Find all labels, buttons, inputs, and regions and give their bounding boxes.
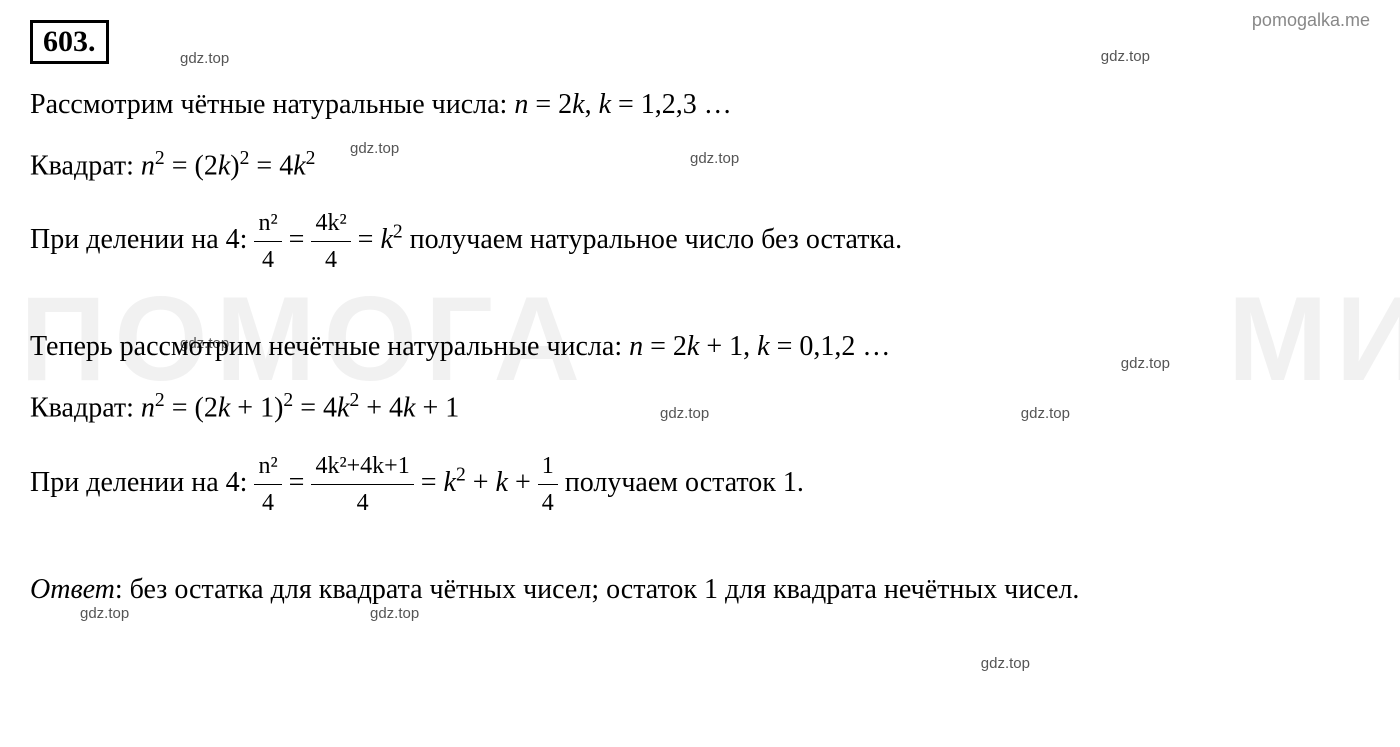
gdz-mark-11: gdz.top <box>981 655 1030 672</box>
answer-label: Ответ <box>30 574 115 605</box>
text: получаем остаток 1. <box>565 467 804 498</box>
var-n: n <box>141 393 155 424</box>
var-k: k <box>757 331 769 362</box>
gdz-mark-1: gdz.top <box>180 50 229 67</box>
text: Теперь рассмотрим нечётные натуральные ч… <box>30 331 629 362</box>
line-6: При делении на 4: n²4 = 4k²+4k+14 = k2 +… <box>30 448 1370 521</box>
fraction-n2-4: n²4 <box>254 205 281 278</box>
fraction-4k2-4: 4k²4 <box>311 205 350 278</box>
line-4: Теперь рассмотрим нечётные натуральные ч… <box>30 326 1370 368</box>
text: При делении на 4: <box>30 224 254 255</box>
fraction-1-4: 14 <box>538 448 558 521</box>
text: = 2 <box>528 89 572 120</box>
var-k: k <box>403 393 415 424</box>
var-k: k <box>380 224 392 255</box>
text: = 0,1,2 … <box>770 331 891 362</box>
answer-text: : без остатка для квадрата чётных чисел;… <box>115 574 1080 605</box>
text: + 4 <box>359 393 403 424</box>
text: получаем натуральное число без остатка. <box>403 224 902 255</box>
text: = (2 <box>165 393 218 424</box>
text: + <box>508 467 538 498</box>
var-k: k <box>496 467 508 498</box>
text: + 1 <box>415 393 459 424</box>
text: = 4 <box>293 393 337 424</box>
var-k: k <box>218 393 230 424</box>
watermark-pomogalka: pomogalka.me <box>1252 10 1370 31</box>
var-k: k <box>572 89 584 120</box>
var-n: n <box>514 89 528 120</box>
line-1: Рассмотрим чётные натуральные числа: n =… <box>30 84 1370 126</box>
var-k: k <box>293 150 305 181</box>
text: = 4 <box>249 150 293 181</box>
line-3: При делении на 4: n²4 = 4k²4 = k2 получа… <box>30 205 1370 278</box>
var-n: n <box>629 331 643 362</box>
text: = <box>289 224 312 255</box>
fraction-poly: 4k²+4k+14 <box>311 448 413 521</box>
var-k: k <box>337 393 349 424</box>
text: = (2 <box>165 150 218 181</box>
gdz-mark-2: gdz.top <box>1101 48 1150 65</box>
var-k: k <box>218 150 230 181</box>
text: = <box>421 467 444 498</box>
answer-line: Ответ: без остатка для квадрата чётных ч… <box>30 569 1370 611</box>
text: + <box>466 467 496 498</box>
text: = 2 <box>643 331 687 362</box>
text: Квадрат: <box>30 150 141 181</box>
text: Квадрат: <box>30 393 141 424</box>
text: ) <box>230 150 239 181</box>
var-k: k <box>687 331 699 362</box>
line-2: Квадрат: n2 = (2k)2 = 4k2 <box>30 144 1370 187</box>
text: = 1,2,3 … <box>611 89 732 120</box>
problem-number: 603. <box>30 20 109 64</box>
text: = <box>358 224 381 255</box>
var-n: n <box>141 150 155 181</box>
text: , <box>585 89 599 120</box>
text: = <box>289 467 312 498</box>
fraction-n2-4-b: n²4 <box>254 448 281 521</box>
line-5: Квадрат: n2 = (2k + 1)2 = 4k2 + 4k + 1 <box>30 386 1370 429</box>
text: + 1) <box>230 393 283 424</box>
text: Рассмотрим чётные натуральные числа: <box>30 89 514 120</box>
var-k: k <box>599 89 611 120</box>
text: + 1, <box>699 331 757 362</box>
text: При делении на 4: <box>30 467 254 498</box>
var-k: k <box>444 467 456 498</box>
